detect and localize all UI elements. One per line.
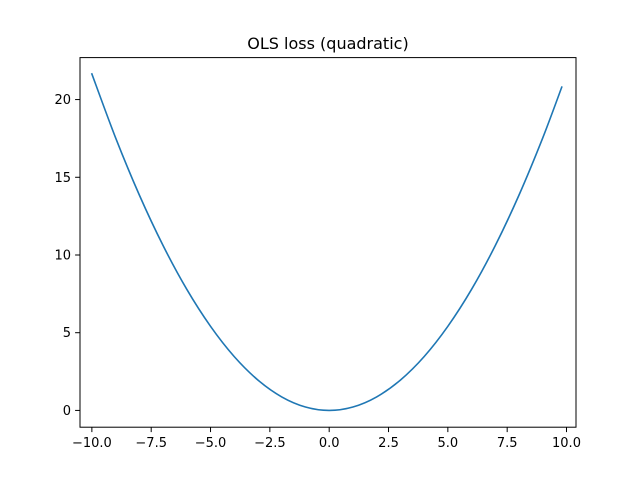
x-tick-label: 2.5 xyxy=(378,436,399,451)
x-tick-label: −7.5 xyxy=(135,436,167,451)
x-axis: −10.0 −7.5 −5.0 −2.5 0.0 2.5 5.0 7.5 10.0 xyxy=(72,427,581,451)
y-tick-label: 0 xyxy=(63,404,71,419)
axes-frame xyxy=(79,57,577,428)
y-tick-label: 10 xyxy=(54,248,71,263)
plot-area xyxy=(90,72,563,412)
x-tick-label: −2.5 xyxy=(254,436,286,451)
y-tick-label: 15 xyxy=(54,171,71,186)
x-tick-label: 7.5 xyxy=(497,436,518,451)
y-axis: 0 5 10 15 20 xyxy=(54,93,80,419)
x-tick-label: −10.0 xyxy=(72,436,112,451)
x-tick-label: 5.0 xyxy=(438,436,459,451)
x-tick-label: −5.0 xyxy=(195,436,227,451)
series-line xyxy=(90,72,563,412)
chart-title: OLS loss (quadratic) xyxy=(247,34,408,53)
x-tick-label: 10.0 xyxy=(552,436,581,451)
y-tick-label: 5 xyxy=(63,326,71,341)
y-tick-label: 20 xyxy=(54,93,71,108)
x-tick-label: 0.0 xyxy=(319,436,340,451)
